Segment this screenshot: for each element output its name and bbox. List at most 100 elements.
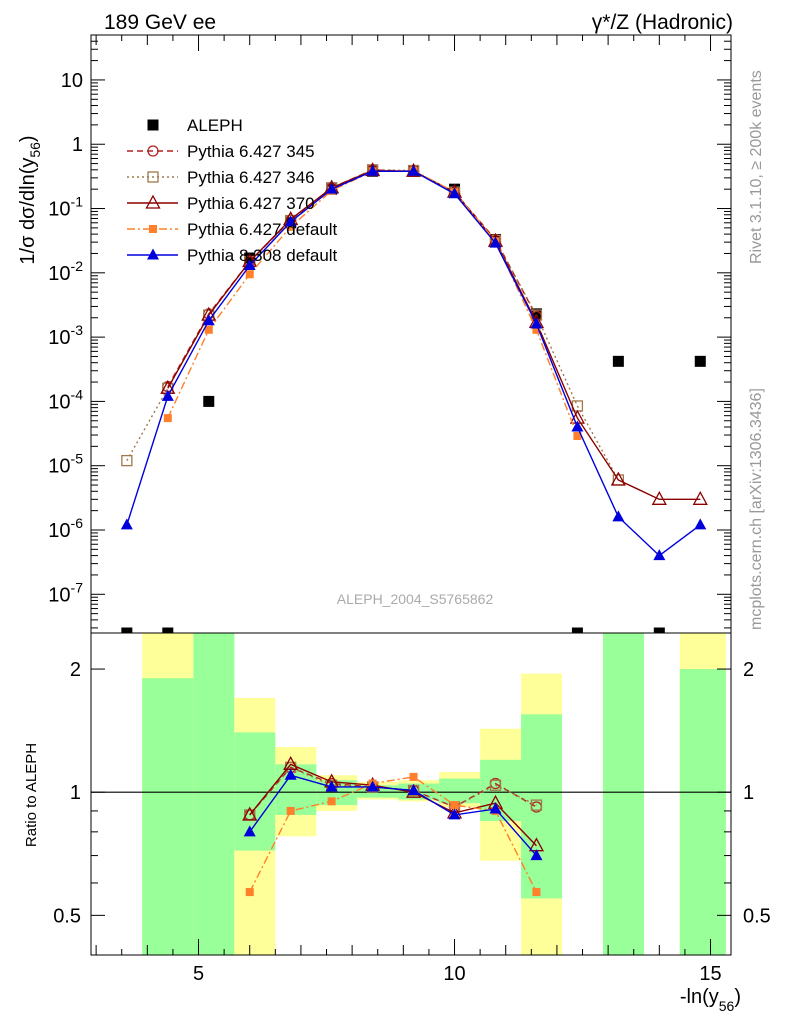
ratio-y-tick-label-right: 1 — [743, 782, 754, 804]
ratio-point — [327, 797, 336, 806]
legend-marker — [147, 248, 159, 260]
ratio-point — [242, 806, 258, 821]
data-point — [284, 215, 297, 227]
x-tick-label: 15 — [699, 963, 721, 985]
x-tick-label: 5 — [193, 963, 204, 985]
y-tick-label: 10-6 — [48, 515, 83, 542]
ratio-point — [409, 772, 418, 781]
legend-marker — [147, 119, 159, 131]
ratio-y-tick-label-right: 2 — [743, 659, 754, 681]
data-point — [571, 420, 584, 432]
data-point — [366, 164, 379, 176]
data-point — [162, 627, 174, 633]
data-point — [651, 490, 667, 505]
data-point — [612, 510, 625, 522]
header-right: γ*/Z (Hadronic) — [592, 11, 733, 34]
legend-label: Pythia 6.427 370 — [187, 194, 315, 213]
x-axis-label: -ln(y56) — [680, 986, 741, 1014]
legend-marker — [145, 194, 161, 209]
data-point — [243, 258, 256, 270]
data-point — [653, 549, 666, 561]
main-panel: 10-7 10-6 10-5 10-4 10-3 10-2 10-1 1 10 — [48, 34, 732, 634]
ratio-series-line — [249, 766, 537, 816]
x-tick-label: 10 — [443, 963, 465, 985]
data-point — [694, 518, 707, 530]
data-point — [653, 627, 665, 633]
data-point — [245, 270, 254, 279]
y-tick-label: 10-4 — [48, 386, 83, 413]
ratio-point — [532, 888, 541, 897]
legend-label: Pythia 6.427 default — [187, 220, 338, 239]
legend-marker — [147, 171, 159, 183]
data-point — [163, 414, 172, 423]
data-point — [121, 627, 133, 633]
ratio-point — [448, 808, 461, 820]
ratio-y-tick-label-right: 0.5 — [743, 905, 771, 927]
ratio-y-tick-label: 2 — [70, 659, 81, 681]
data-point — [204, 325, 213, 334]
legend-entry: Pythia 6.427 370 — [127, 194, 315, 213]
data-point — [571, 627, 583, 633]
ratio-point — [366, 780, 379, 792]
data-point — [610, 471, 626, 486]
legend-entry: Pythia 6.427 345 — [127, 142, 315, 161]
legend-label: Pythia 8.308 default — [187, 246, 338, 265]
data-point — [694, 355, 706, 367]
ratio-frame — [90, 632, 732, 956]
data-point — [530, 317, 543, 329]
ratio-point — [530, 849, 543, 861]
legend: ALEPH Pythia 6.427 345 Pythia 6.427 346 Pyt… — [127, 116, 338, 265]
y-tick-label: 10-1 — [48, 194, 83, 221]
legend-marker — [147, 145, 159, 157]
data-point — [692, 490, 708, 505]
ratio-point — [284, 768, 297, 780]
data-point — [573, 431, 582, 440]
uncertainty-band-green — [603, 633, 644, 955]
watermark: ALEPH_2004_S5765862 — [337, 591, 494, 607]
data-point — [120, 518, 133, 530]
data-point — [407, 164, 420, 176]
ratio-point — [245, 888, 254, 897]
rivet-version-label: Rivet 3.1.10, ≥ 200k events — [748, 70, 765, 264]
legend-marker — [149, 225, 157, 233]
data-point — [530, 308, 542, 320]
mcplots-label: mcplots.cern.ch [arXiv:1306.3436] — [748, 388, 765, 630]
uncertainty-band-green — [679, 669, 726, 955]
y-tick-label: 10-2 — [48, 258, 83, 285]
data-point — [448, 187, 461, 199]
y-tick-label: 1 — [72, 134, 83, 156]
ratio-point — [530, 799, 543, 811]
main-data-area — [120, 162, 708, 633]
y-tick-label: 10 — [61, 70, 83, 92]
data-point — [325, 182, 338, 194]
legend-label: Pythia 6.427 345 — [187, 142, 315, 161]
data-point — [202, 314, 215, 326]
y-tick-label: 10-3 — [48, 322, 83, 349]
ratio-point — [407, 783, 420, 795]
ratio-y-tick-label: 0.5 — [53, 905, 81, 927]
ratio-data-area — [91, 633, 731, 955]
data-point — [244, 252, 256, 264]
data-point — [489, 236, 502, 248]
ratio-point — [286, 806, 295, 815]
header-left: 189 GeV ee — [104, 11, 216, 34]
ratio-point — [489, 802, 502, 814]
data-point — [612, 355, 624, 367]
y-tick-label: 10-7 — [48, 579, 83, 606]
ratio-point — [243, 825, 256, 837]
series-line — [126, 169, 619, 481]
data-point — [121, 454, 133, 467]
legend-entry: ALEPH — [147, 116, 243, 135]
ratio-point — [325, 780, 338, 792]
legend-entry: Pythia 6.427 default — [127, 220, 338, 239]
y-tick-label: 10-5 — [48, 451, 83, 478]
uncertainty-band-green — [142, 678, 194, 955]
data-point — [203, 395, 215, 407]
main-y-label: 1/σ dσ/dln(y56) — [17, 135, 43, 264]
legend-entry: Pythia 8.308 default — [127, 246, 338, 265]
ratio-point — [450, 801, 459, 810]
ratio-series-line — [249, 776, 538, 893]
ratio-series-line — [249, 774, 537, 857]
ratio-panel: 0.5 0.5 1 1 2 2 5 10 15 — [53, 632, 771, 985]
